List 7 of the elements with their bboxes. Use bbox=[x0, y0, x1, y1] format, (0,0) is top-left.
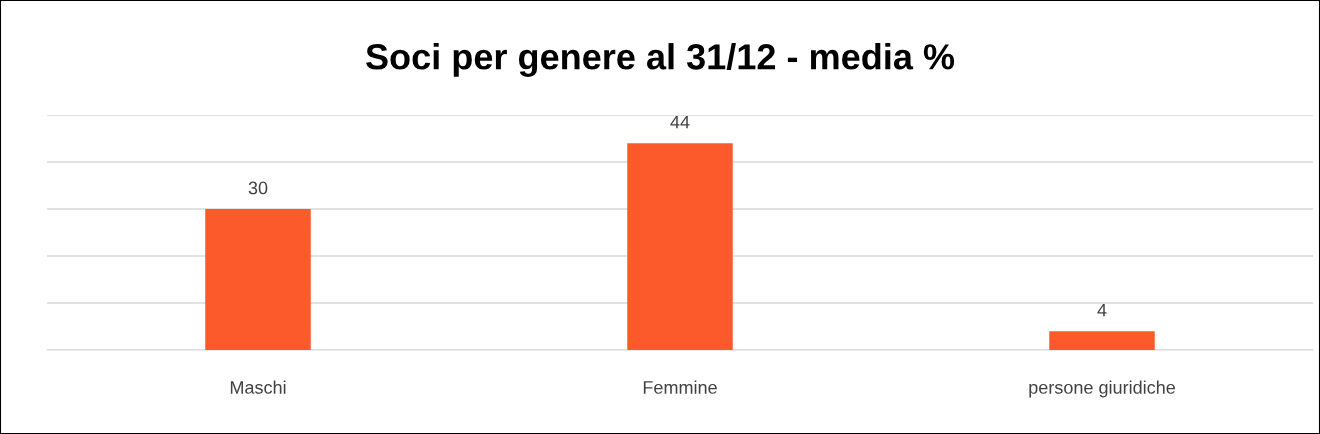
x-tick-label: Femmine bbox=[643, 380, 717, 394]
x-tick-label: persone giuridiche bbox=[1029, 380, 1175, 398]
data-label: 4 bbox=[1097, 303, 1107, 317]
data-label: 44 bbox=[670, 115, 690, 129]
chart-title: Soci per genere al 31/12 - media % bbox=[366, 43, 955, 77]
data-label: 30 bbox=[248, 181, 268, 195]
x-tick-label: Maschi bbox=[230, 380, 286, 394]
